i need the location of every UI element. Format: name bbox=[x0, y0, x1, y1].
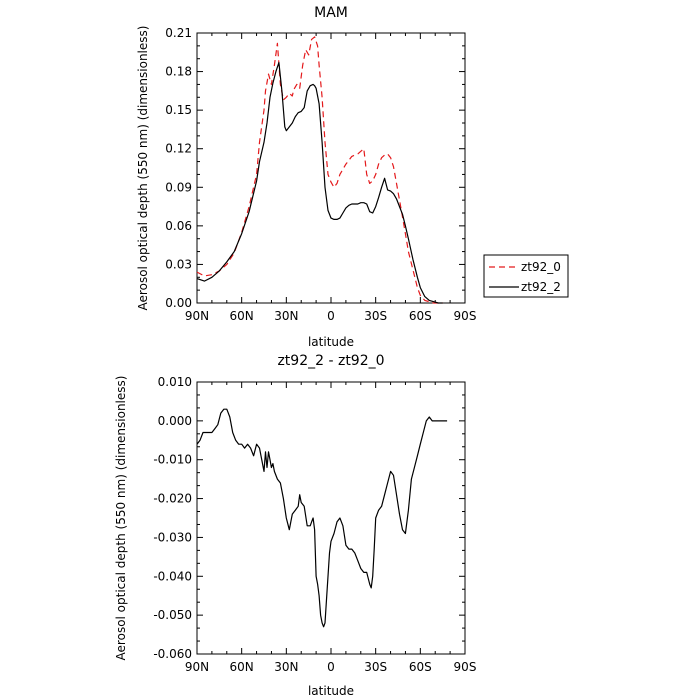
y-tick-label: 0.09 bbox=[165, 180, 192, 194]
legend-box bbox=[483, 254, 569, 298]
aod-difference-panel: zt92_2 - zt92_0 latitude Aerosol optical… bbox=[114, 353, 476, 698]
x-tick-label: 0 bbox=[327, 309, 335, 323]
y-tick-label: 0.03 bbox=[165, 257, 192, 271]
y-tick-label: 0.010 bbox=[158, 375, 192, 389]
x-tick-label: 0 bbox=[327, 660, 335, 674]
y-tick-label: -0.030 bbox=[153, 530, 192, 544]
x-tick-label: 30S bbox=[364, 660, 387, 674]
x-tick-label: 30S bbox=[364, 309, 387, 323]
y-tick-label: 0.21 bbox=[165, 26, 192, 40]
x-axis-label: latitude bbox=[308, 684, 354, 698]
chart-title: zt92_2 - zt92_0 bbox=[277, 353, 384, 369]
series-lines bbox=[196, 36, 443, 304]
series-line-diff-0 bbox=[196, 408, 448, 628]
chart-title: MAM bbox=[314, 5, 348, 21]
y-tick-label: 0.00 bbox=[165, 296, 192, 310]
x-tick-label: 60S bbox=[409, 309, 432, 323]
y-tick-label: 0.12 bbox=[165, 142, 192, 156]
y-tick-label: 0.18 bbox=[165, 65, 192, 79]
series-lines bbox=[196, 408, 448, 628]
legend: zt92_0 zt92_2 bbox=[483, 254, 569, 298]
y-tick-label: 0.06 bbox=[165, 219, 192, 233]
x-tick-label: 60N bbox=[230, 309, 254, 323]
axis-ticks: 90N 60N 30N 0 30S 60S 90S -0.060 -0.050 -0.040 -0.… bbox=[153, 375, 476, 674]
y-tick-label: -0.010 bbox=[153, 453, 192, 467]
x-tick-label: 90S bbox=[454, 309, 477, 323]
plot-frame bbox=[196, 32, 466, 304]
x-tick-label: 60N bbox=[230, 660, 254, 674]
x-tick-label: 90N bbox=[185, 660, 209, 674]
x-axis-label: latitude bbox=[308, 335, 354, 349]
series-line-zt92_2 bbox=[196, 61, 443, 304]
x-tick-label: 90S bbox=[454, 660, 477, 674]
x-tick-label: 90N bbox=[185, 309, 209, 323]
x-tick-label: 60S bbox=[409, 660, 432, 674]
legend-label-zt92_0: zt92_0 bbox=[521, 260, 561, 274]
aod-mam-panel: MAM latitude Aerosol optical depth (550 … bbox=[136, 5, 476, 349]
axis-ticks: 90N 60N 30N 0 30S 60S 90S 0.00 0.03 0.06 0.09 0.12 0… bbox=[165, 26, 476, 323]
y-axis-label: Aerosol optical depth (550 nm) (dimensio… bbox=[136, 26, 150, 311]
y-tick-label: -0.060 bbox=[153, 647, 192, 661]
x-tick-label: 30N bbox=[274, 660, 298, 674]
y-tick-label: 0.000 bbox=[158, 414, 192, 428]
x-tick-label: 30N bbox=[274, 309, 298, 323]
y-tick-label: -0.040 bbox=[153, 569, 192, 583]
legend-label-zt92_2: zt92_2 bbox=[521, 280, 561, 294]
y-axis-label: Aerosol optical depth (550 nm) (dimensio… bbox=[114, 376, 128, 661]
y-tick-label: -0.020 bbox=[153, 492, 192, 506]
series-line-zt92_0 bbox=[196, 36, 443, 304]
y-tick-label: 0.15 bbox=[165, 103, 192, 117]
y-tick-label: -0.050 bbox=[153, 608, 192, 622]
plot-frame bbox=[196, 381, 466, 655]
